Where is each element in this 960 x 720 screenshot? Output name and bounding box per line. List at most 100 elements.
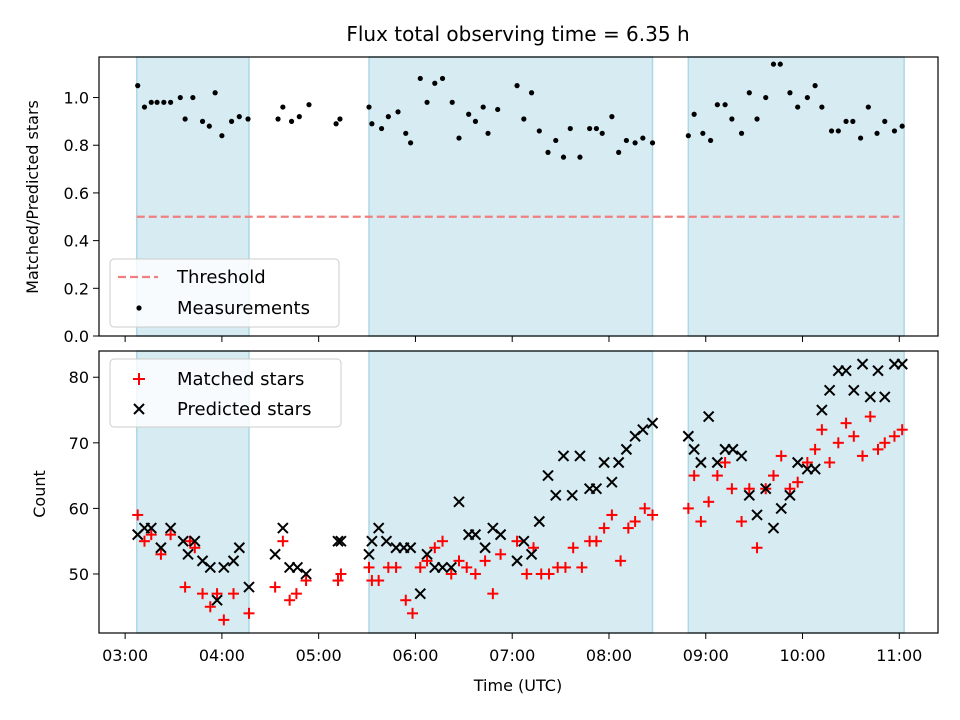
legend-predicted-label: Predicted stars	[177, 399, 311, 420]
predicted-star-point-34	[453, 496, 465, 508]
measurement-point-58	[649, 140, 656, 146]
matched-star-point-7	[189, 542, 201, 554]
predicted-star-point-45	[550, 489, 562, 501]
predicted-star-point-64	[727, 443, 739, 456]
bottom-plot-frame	[98, 350, 939, 634]
measurement-point-42	[521, 116, 527, 122]
predicted-star-point-19	[300, 568, 312, 580]
measurement-point-3	[154, 99, 160, 105]
matched-star-point-82	[879, 437, 891, 449]
x-tick-label-4: 07:00	[489, 646, 535, 665]
matched-star-point-45	[559, 561, 571, 573]
measurement-point-50	[587, 125, 593, 132]
matched-star-point-14	[269, 581, 281, 593]
predicted-star-point-20	[332, 535, 344, 547]
top-y-axis-ticks: 0.0 0.2 0.4 0.6 0.8 1.0	[64, 89, 99, 346]
matched-star-point-71	[792, 476, 804, 488]
measurement-point-26	[385, 114, 391, 120]
measurement-point-10	[206, 123, 212, 129]
measurement-point-8	[190, 94, 196, 101]
matched-star-point-83	[888, 430, 900, 442]
matched-star-point-34	[461, 561, 473, 573]
predicted-star-point-21	[335, 535, 347, 547]
predicted-star-point-41	[518, 535, 530, 547]
predicted-star-point-4	[164, 522, 177, 534]
matched-star-point-38	[495, 548, 507, 560]
predicted-star-point-16	[277, 522, 289, 534]
measurement-point-73	[795, 104, 801, 110]
measurement-point-35	[456, 135, 462, 141]
predicted-star-point-48	[574, 450, 586, 462]
predicted-star-point-42	[525, 548, 538, 561]
measurement-point-62	[707, 137, 714, 144]
predicted-star-point-72	[791, 456, 804, 469]
predicted-star-point-7	[189, 535, 201, 547]
matched-star-point-21	[363, 561, 375, 573]
observing-window-2	[368, 56, 654, 337]
predicted-star-point-60	[695, 456, 707, 469]
predicted-star-point-54	[620, 443, 633, 456]
matched-star-point-80	[864, 411, 876, 423]
x-axis-label: Time (UTC)	[473, 676, 562, 695]
predicted-star-point-15	[269, 548, 281, 561]
bottom-observing-windows	[135, 350, 905, 634]
predicted-star-point-33	[445, 561, 457, 574]
matched-star-point-47	[576, 561, 588, 573]
matched-star-point-51	[606, 509, 618, 521]
x-tick-label-6: 09:00	[683, 646, 729, 665]
measurement-point-86	[899, 123, 905, 129]
measurement-point-28	[403, 130, 409, 136]
matched-star-point-30	[429, 542, 441, 554]
predicted-star-point-14	[243, 581, 255, 593]
observing-window-3	[687, 56, 905, 337]
measurement-point-13	[228, 118, 235, 124]
matched-star-point-26	[400, 594, 412, 606]
measurement-point-40	[495, 106, 501, 113]
legend-matched-label: Matched stars	[177, 369, 304, 390]
predicted-star-point-29	[414, 587, 426, 600]
y-tick-label-0-3: 0.6	[64, 184, 89, 203]
matched-star-point-27	[407, 607, 419, 619]
predicted-star-point-51	[598, 456, 610, 469]
top-plot-frame	[98, 56, 939, 337]
y-tick-label-1-0: 50	[69, 565, 89, 584]
measurement-point-79	[843, 118, 849, 124]
measurement-point-71	[777, 61, 783, 67]
measurement-point-78	[835, 128, 841, 134]
matched-star-point-72	[801, 456, 813, 468]
matched-star-point-29	[421, 555, 433, 567]
predicted-star-point-40	[511, 555, 523, 567]
predicted-star-point-53	[612, 456, 625, 469]
measurement-point-30	[417, 75, 423, 82]
predicted-star-point-78	[840, 364, 852, 377]
y-tick-label-0-5: 1.0	[64, 89, 89, 108]
matched-star-point-0	[132, 509, 144, 521]
matched-star-point-60	[703, 496, 715, 508]
predicted-star-point-25	[380, 535, 393, 547]
matched-star-point-61	[711, 470, 723, 482]
predicted-star-point-22	[363, 548, 375, 561]
x-tick-label-5: 08:00	[586, 646, 632, 665]
matched-star-point-53	[622, 522, 634, 534]
predicted-star-point-37	[479, 542, 491, 554]
measurement-point-41	[514, 83, 520, 89]
measurement-point-84	[882, 118, 888, 124]
measurement-point-22	[337, 116, 343, 122]
x-tick-label-7: 10:00	[779, 646, 825, 665]
predicted-star-point-76	[823, 384, 836, 397]
x-tick-label-3: 06:00	[392, 646, 438, 665]
y-tick-label-0-4: 0.8	[64, 136, 89, 155]
chart-title: Flux total observing time = 6.35 h	[346, 22, 689, 46]
measurement-point-1	[141, 104, 148, 110]
measurement-point-81	[857, 135, 864, 141]
measurement-point-0	[135, 83, 141, 89]
measurement-point-9	[199, 118, 206, 124]
measurement-point-15	[245, 116, 251, 122]
matched-star-point-43	[543, 568, 555, 580]
predicted-star-point-85	[896, 358, 908, 370]
predicted-stars-series	[132, 358, 908, 606]
matched-star-point-62	[719, 456, 731, 468]
legend-matched-swatch	[133, 373, 145, 385]
matched-star-point-76	[832, 437, 844, 449]
measurement-point-12	[219, 133, 225, 139]
